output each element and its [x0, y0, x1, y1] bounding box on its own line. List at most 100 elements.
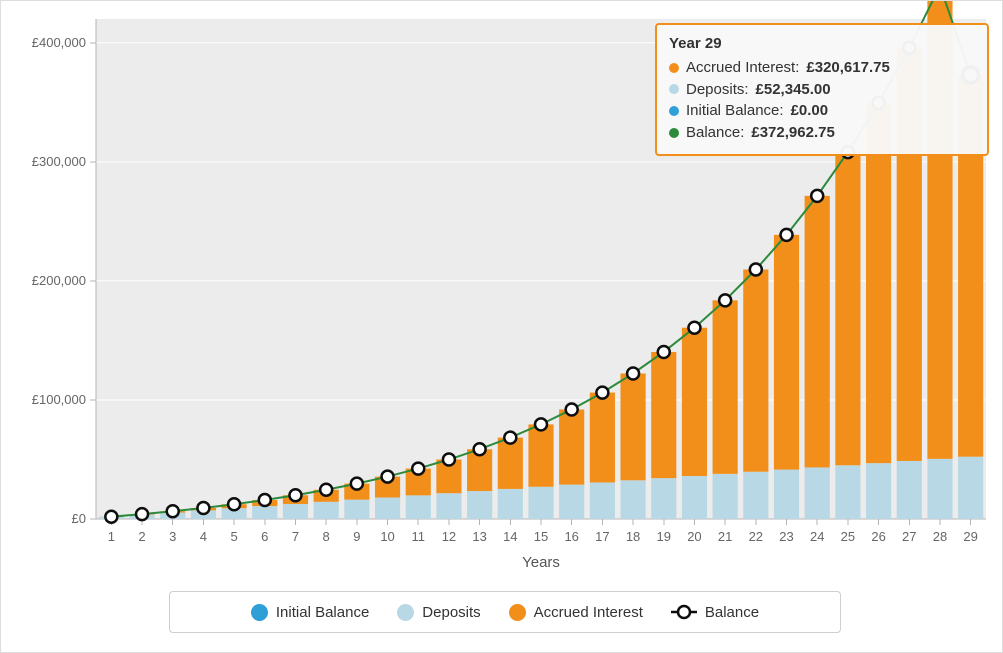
balance-marker[interactable] [658, 346, 670, 358]
bar-deposits[interactable] [713, 474, 738, 519]
bar-accrued-interest[interactable] [682, 328, 707, 476]
balance-marker[interactable] [289, 489, 301, 501]
tooltip-value: £320,617.75 [806, 57, 889, 79]
tooltip-row: Deposits: £52,345.00 [669, 79, 975, 101]
balance-marker[interactable] [596, 387, 608, 399]
bar-deposits[interactable] [774, 470, 799, 519]
tooltip-label: Deposits: [686, 79, 749, 101]
x-tick-label: 23 [779, 529, 793, 544]
bar-deposits[interactable] [805, 467, 830, 519]
bar-deposits[interactable] [927, 459, 952, 519]
x-tick-label: 7 [292, 529, 299, 544]
bar-deposits[interactable] [835, 465, 860, 519]
bar-accrued-interest[interactable] [620, 374, 645, 481]
bar-deposits[interactable] [252, 506, 277, 519]
balance-marker[interactable] [504, 432, 516, 444]
bar-deposits[interactable] [344, 500, 369, 519]
x-tick-label: 2 [138, 529, 145, 544]
tooltip-dot [669, 84, 679, 94]
bar-deposits[interactable] [620, 480, 645, 519]
x-tick-label: 25 [841, 529, 855, 544]
balance-marker[interactable] [688, 322, 700, 334]
bar-deposits[interactable] [528, 487, 553, 519]
bar-deposits[interactable] [498, 489, 523, 519]
balance-marker[interactable] [351, 478, 363, 490]
x-tick-label: 3 [169, 529, 176, 544]
bar-deposits[interactable] [743, 472, 768, 519]
bar-deposits[interactable] [467, 491, 492, 519]
x-tick-label: 9 [353, 529, 360, 544]
bar-deposits[interactable] [682, 476, 707, 519]
x-tick-label: 12 [442, 529, 456, 544]
balance-marker[interactable] [105, 511, 117, 523]
balance-marker[interactable] [750, 264, 762, 276]
legend-item[interactable]: Deposits [397, 604, 480, 621]
x-tick-label: 17 [595, 529, 609, 544]
y-tick-label: £0 [72, 511, 86, 526]
balance-marker[interactable] [811, 190, 823, 202]
balance-marker[interactable] [781, 229, 793, 241]
balance-marker[interactable] [136, 508, 148, 520]
bar-accrued-interest[interactable] [835, 152, 860, 465]
bar-deposits[interactable] [283, 504, 308, 519]
x-tick-label: 4 [200, 529, 207, 544]
balance-marker[interactable] [320, 484, 332, 496]
tooltip-dot [669, 106, 679, 116]
tooltip-label: Initial Balance: [686, 100, 784, 122]
bar-deposits[interactable] [375, 498, 400, 519]
y-tick-label: £400,000 [32, 35, 86, 50]
balance-marker[interactable] [443, 454, 455, 466]
bar-accrued-interest[interactable] [651, 352, 676, 478]
balance-marker[interactable] [412, 463, 424, 475]
bar-deposits[interactable] [406, 495, 431, 519]
balance-marker[interactable] [719, 294, 731, 306]
bar-accrued-interest[interactable] [713, 300, 738, 474]
bar-accrued-interest[interactable] [866, 103, 891, 463]
x-tick-label: 21 [718, 529, 732, 544]
bar-accrued-interest[interactable] [805, 196, 830, 468]
x-tick-label: 10 [380, 529, 394, 544]
bar-accrued-interest[interactable] [528, 424, 553, 486]
chart-frame: £0£100,000£200,000£300,000£400,000123456… [0, 0, 1003, 653]
balance-marker[interactable] [167, 505, 179, 517]
legend-item[interactable]: Accrued Interest [509, 604, 643, 621]
bar-deposits[interactable] [590, 482, 615, 519]
x-tick-label: 14 [503, 529, 517, 544]
bar-deposits[interactable] [651, 478, 676, 519]
bar-accrued-interest[interactable] [743, 270, 768, 472]
bar-deposits[interactable] [866, 463, 891, 519]
bar-accrued-interest[interactable] [774, 235, 799, 470]
x-axis-title: Years [522, 554, 560, 571]
balance-marker[interactable] [259, 494, 271, 506]
x-tick-label: 19 [657, 529, 671, 544]
bar-accrued-interest[interactable] [498, 438, 523, 489]
y-tick-label: £300,000 [32, 154, 86, 169]
x-tick-label: 22 [749, 529, 763, 544]
legend-swatch [251, 604, 268, 621]
legend-label: Balance [705, 604, 759, 621]
x-tick-label: 13 [472, 529, 486, 544]
bar-deposits[interactable] [436, 493, 461, 519]
balance-marker[interactable] [474, 443, 486, 455]
x-tick-label: 6 [261, 529, 268, 544]
balance-marker[interactable] [627, 368, 639, 380]
bar-accrued-interest[interactable] [559, 409, 584, 484]
x-tick-label: 18 [626, 529, 640, 544]
bar-deposits[interactable] [314, 502, 339, 519]
legend-item[interactable]: Balance [671, 603, 759, 621]
balance-marker[interactable] [566, 403, 578, 415]
balance-marker[interactable] [228, 498, 240, 510]
bar-deposits[interactable] [559, 485, 584, 519]
y-tick-label: £200,000 [32, 273, 86, 288]
legend-item[interactable]: Initial Balance [251, 604, 369, 621]
bar-deposits[interactable] [897, 461, 922, 519]
bar-accrued-interest[interactable] [590, 393, 615, 483]
balance-marker[interactable] [197, 502, 209, 514]
x-tick-label: 29 [963, 529, 977, 544]
x-tick-label: 11 [411, 529, 425, 544]
balance-marker[interactable] [535, 418, 547, 430]
balance-marker[interactable] [382, 471, 394, 483]
x-tick-label: 16 [564, 529, 578, 544]
tooltip-value: £0.00 [791, 100, 829, 122]
bar-deposits[interactable] [958, 457, 983, 519]
